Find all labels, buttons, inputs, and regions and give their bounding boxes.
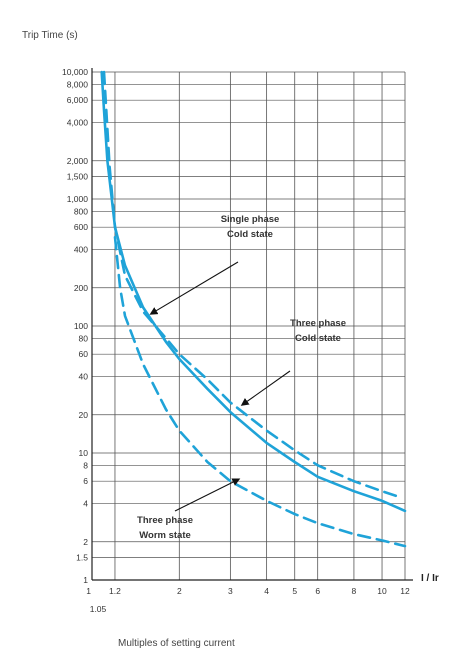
x-tick-label: 1 [86, 586, 91, 596]
y-tick-label: 4,000 [67, 118, 89, 128]
y-tick-label: 800 [74, 206, 88, 216]
trip-curve-3 [113, 235, 407, 548]
y-tick-label: 600 [74, 222, 88, 232]
y-tick-label: 1 [83, 575, 88, 585]
x-tick-label: 1.05 [90, 604, 107, 614]
y-tick-label: 6,000 [67, 95, 89, 105]
y-tick-label: 1,000 [67, 194, 89, 204]
axes [91, 68, 413, 581]
y-tick-label: 1,500 [67, 172, 89, 182]
x-variable-label: I / Ir [421, 573, 439, 584]
y-tick-label: 1.5 [76, 553, 88, 563]
y-tick-label: 20 [79, 410, 89, 420]
x-tick-label: 2 [177, 586, 182, 596]
y-axis-title: Trip Time (s) [22, 30, 78, 41]
y-tick-label: 60 [79, 349, 89, 359]
x-tick-label: 6 [315, 586, 320, 596]
y-tick-label: 400 [74, 245, 88, 255]
x-tick-label: 3 [228, 586, 233, 596]
y-tick-label: 10 [79, 448, 89, 458]
y-tick-label: 6 [83, 476, 88, 486]
annotation-arrow [149, 261, 239, 315]
x-tick-label: 8 [352, 586, 357, 596]
trip-curve-2 [100, 70, 407, 513]
curves [100, 70, 407, 548]
y-tick-label: 100 [74, 321, 88, 331]
annotation-arrow [174, 478, 241, 512]
y-tick-label: 80 [79, 333, 89, 343]
x-tick-label: 10 [377, 586, 387, 596]
x-axis-title: Multiples of setting current [118, 638, 235, 649]
y-tick-label: 200 [74, 283, 88, 293]
annotation-arrow [240, 370, 291, 406]
annotation-label: Cold state [227, 229, 273, 240]
x-tick-label: 4 [264, 586, 269, 596]
annotation-label: Single phase [221, 214, 280, 225]
y-tick-label: 8,000 [67, 79, 89, 89]
annotation-label: Cold state [295, 333, 341, 344]
y-tick-label: 8 [83, 460, 88, 470]
y-tick-label: 2 [83, 537, 88, 547]
x-tick-label: 1.2 [109, 586, 121, 596]
y-tick-label: 2,000 [67, 156, 89, 166]
y-tick-label: 4 [83, 499, 88, 509]
annotation-label: Worm state [139, 530, 191, 541]
x-tick-label: 5 [292, 586, 297, 596]
grid [91, 71, 406, 581]
trip-curve-1 [102, 70, 401, 499]
annotation-label: Three phase [137, 515, 193, 526]
tick-labels: 1 1.5 2 4 6 8 10 20 40 60 80 100 200 400 600 800 1,000 1,… [62, 67, 410, 614]
y-tick-label: 40 [79, 372, 89, 382]
annotation-label: Three phase [290, 318, 346, 329]
x-tick-label: 12 [400, 586, 410, 596]
annotations: Single phase Cold state Three phase Cold st… [137, 214, 346, 541]
y-tick-label: 10,000 [62, 67, 88, 77]
